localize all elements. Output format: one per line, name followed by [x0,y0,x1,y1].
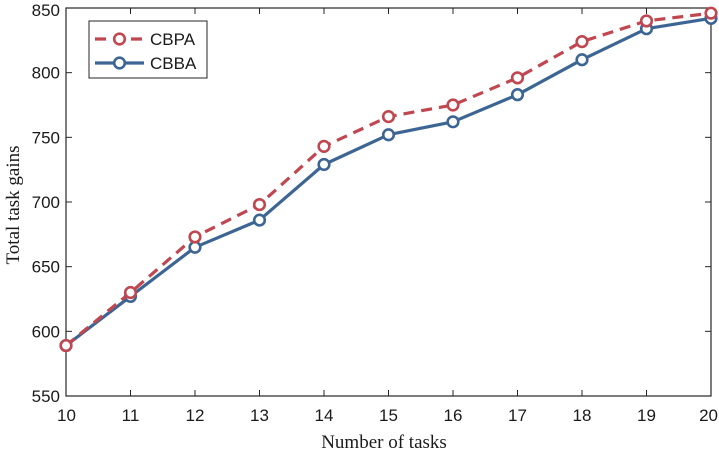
data-point [639,14,654,28]
data-point [317,139,331,153]
y-tick-label: 600 [32,322,60,341]
legend-box [88,20,208,79]
data-point [317,157,331,172]
x-tick-label: 15 [379,406,398,425]
x-tick-label: 20 [699,406,718,425]
data-point [59,338,73,353]
data-point [510,71,525,85]
data-point [446,115,460,129]
data-point [252,213,267,227]
data-point [188,230,202,244]
data-point [446,98,460,112]
axes: 10 11 12 13 14 15 16 17 18 19 20 550 600 650 700 750 800… [32,1,718,425]
x-tick-label: 11 [122,406,140,425]
y-tick-label: 650 [32,258,60,277]
legend-swatch-marker [112,32,127,46]
data-point [123,285,138,300]
legend-swatch-marker [112,56,127,70]
data-point [252,197,267,212]
y-tick-label: 850 [32,1,60,20]
data-point [575,35,589,49]
series-cbpa [59,6,718,353]
y-axis-label: Total task gains [3,146,24,265]
legend-label: CBPA [150,30,196,49]
x-tick-label: 16 [444,406,463,425]
x-tick-label: 18 [573,406,592,425]
data-point [704,6,718,20]
x-tick-label: 12 [186,406,205,425]
y-tick-label: 700 [32,193,60,212]
data-point [381,110,396,124]
x-axis-label: Number of tasks [321,432,447,450]
data-point [381,128,396,142]
data-point [575,53,589,67]
y-tick-label: 800 [32,64,60,83]
series-layer [59,6,718,353]
x-tick-label: 13 [250,406,269,425]
data-point [188,240,202,254]
legend: CBPA CBBA [88,20,208,79]
legend-label: CBBA [150,54,197,73]
x-tick-label: 10 [57,406,76,425]
y-tick-label: 550 [32,387,60,406]
data-point [510,88,525,102]
x-tick-label: 14 [315,406,334,425]
x-tick-label: 19 [637,406,656,425]
y-tick-label: 750 [32,128,60,147]
x-tick-label: 17 [508,406,527,425]
